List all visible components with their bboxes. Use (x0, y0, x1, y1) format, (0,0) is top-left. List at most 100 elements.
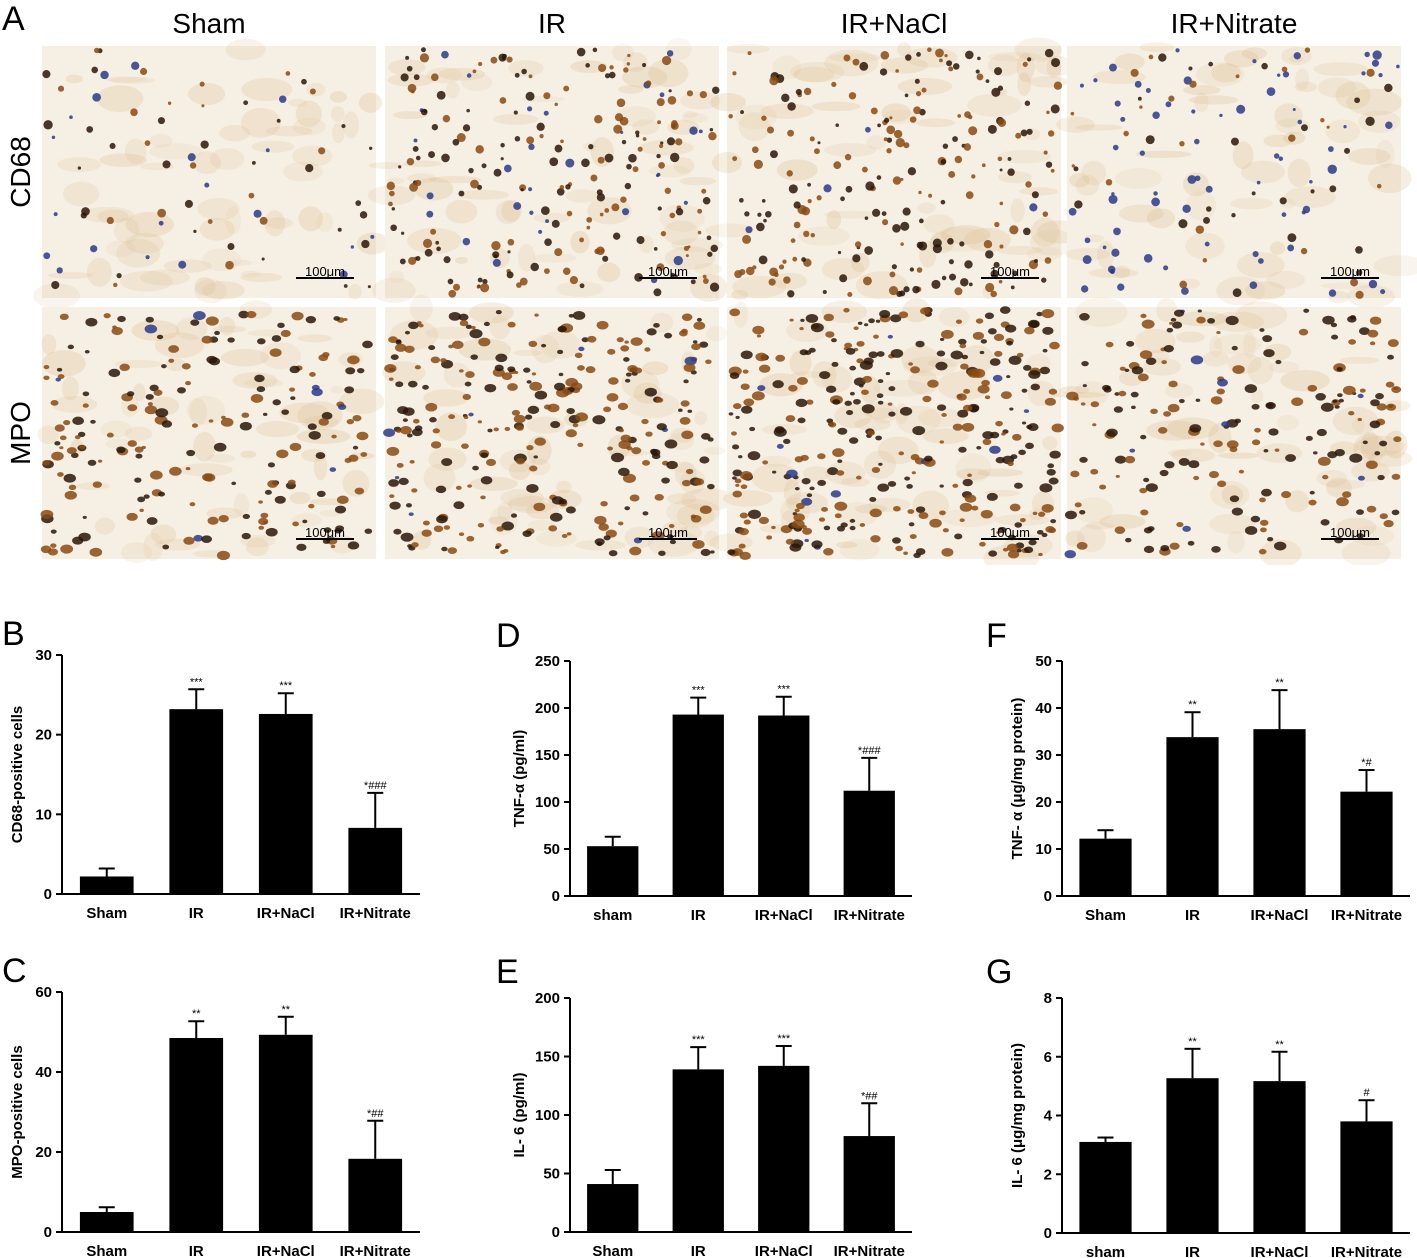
panel-letter-e: E (496, 953, 519, 991)
category-label-3: IR+Nitrate (340, 905, 411, 922)
y-tick-label: 250 (535, 653, 560, 670)
y-tick-label: 40 (1035, 700, 1052, 717)
panel-letter-f: F (986, 617, 1007, 655)
scale-bar-label-1-0: 100μm (305, 525, 345, 540)
y-tick-label: 4 (1044, 1108, 1053, 1125)
significance-label-1: ** (1188, 1036, 1197, 1048)
category-label-1: IR (691, 907, 706, 924)
significance-label-3: *### (858, 745, 882, 757)
y-tick-label: 50 (543, 841, 560, 858)
bar-0 (1079, 838, 1132, 896)
category-label-0: sham (593, 907, 632, 924)
y-tick-label: 30 (35, 647, 52, 664)
category-label-2: IR+NaCl (755, 907, 813, 924)
significance-label-2: *** (279, 680, 293, 692)
significance-label-3: *## (861, 1090, 878, 1102)
chart-g: G 0 2 4 6 8 IL- 6 (μg/mg protein) sham ** IR ** IR+… (986, 953, 1410, 1258)
bar-1 (1166, 737, 1219, 896)
significance-label-1: ** (1188, 699, 1197, 711)
scale-bar-label-0-1: 100μm (648, 264, 688, 279)
panel-letter-g: G (986, 953, 1012, 991)
significance-label-2: *** (777, 1033, 791, 1045)
y-tick-label: 150 (535, 1049, 560, 1066)
micrograph-mpo-3: 100μm (1051, 297, 1413, 565)
category-label-0: sham (1086, 1244, 1125, 1258)
bar-1 (169, 709, 224, 894)
column-title-0: Sham (172, 8, 245, 39)
y-tick-label: 100 (535, 1107, 560, 1124)
column-title-2: IR+NaCl (841, 8, 948, 39)
scale-bar-label-0-0: 100μm (305, 264, 345, 279)
category-label-3: IR+Nitrate (834, 907, 905, 924)
bar-3 (1340, 1121, 1393, 1233)
bar-3 (348, 1158, 403, 1232)
y-axis-label: IL- 6 (μg/mg protein) (1009, 1043, 1026, 1188)
y-tick-label: 0 (552, 888, 560, 905)
y-tick-label: 0 (552, 1224, 560, 1241)
significance-label-2: ** (281, 1004, 290, 1016)
bar-3 (843, 1136, 895, 1232)
category-label-1: IR (189, 905, 204, 922)
chart-c: C 0 20 40 60 MPO-positive cells Sham ** IR ** IR+N… (2, 952, 420, 1258)
chart-f: F 0 10 20 30 40 50 TNF- α (μg/mg protein) Sham **… (986, 617, 1410, 924)
panel-letter-d: D (496, 617, 521, 655)
y-tick-label: 0 (1044, 888, 1052, 905)
bar-3 (843, 790, 895, 896)
category-label-3: IR+Nitrate (1331, 1244, 1402, 1258)
bar-3 (348, 827, 403, 894)
y-tick-label: 20 (35, 727, 52, 744)
category-label-1: IR (1185, 1244, 1200, 1258)
y-tick-label: 8 (1044, 990, 1052, 1007)
category-label-1: IR (1185, 907, 1200, 924)
micrograph-cd68-0: 100μm (33, 38, 390, 309)
significance-label-1: *** (190, 676, 204, 688)
micrograph-cd68-1: 100μm (367, 37, 729, 303)
scale-bar-label-0-2: 100μm (990, 264, 1030, 279)
y-tick-label: 10 (1035, 841, 1052, 858)
bar-1 (672, 714, 724, 896)
chart-b: B 0 10 20 30 CD68-positive cells Sham *** IR *** I… (2, 615, 420, 922)
y-axis-label: IL- 6 (pg/ml) (511, 1073, 528, 1158)
micrograph-mpo-1: 100μm (382, 294, 736, 559)
y-axis-label: TNF-α (pg/ml) (511, 730, 528, 828)
chart-e: E 0 50 100 150 200 IL- 6 (pg/ml) Sham *** IR *** IR… (496, 953, 912, 1258)
category-label-2: IR+NaCl (1251, 907, 1309, 924)
bar-0 (587, 846, 639, 896)
bar-2 (1253, 1081, 1306, 1233)
panel-letter-a: A (2, 0, 25, 38)
chart-d: D 0 50 100 150 200 250 TNF-α (pg/ml) sham *** IR **… (496, 617, 912, 924)
bar-0 (587, 1184, 639, 1232)
column-title-1: IR (538, 8, 566, 39)
micrograph-cd68-3: 100μm (1056, 42, 1417, 309)
y-tick-label: 20 (35, 1144, 52, 1161)
micrograph-mpo-0: 100μm (37, 300, 385, 563)
micrograph-panel: A Sham IR IR+NaCl IR+Nitrate CD68 MPO 100μm 1… (2, 0, 1417, 565)
category-label-0: Sham (592, 1243, 633, 1258)
bar-1 (1166, 1078, 1219, 1233)
category-label-2: IR+NaCl (755, 1243, 813, 1258)
panel-letter-c: C (2, 952, 27, 990)
significance-label-1: *** (692, 685, 706, 697)
y-tick-label: 150 (535, 747, 560, 764)
scale-bar-label-1-1: 100μm (648, 525, 688, 540)
y-tick-label: 0 (1044, 1225, 1052, 1242)
bar-1 (169, 1038, 224, 1232)
category-label-1: IR (691, 1243, 706, 1258)
bar-2 (258, 713, 313, 894)
y-tick-label: 100 (535, 794, 560, 811)
y-tick-label: 60 (35, 984, 52, 1001)
y-tick-label: 10 (35, 806, 52, 823)
y-tick-label: 30 (1035, 747, 1052, 764)
category-label-3: IR+Nitrate (834, 1243, 905, 1258)
bar-0 (79, 1212, 134, 1232)
micrograph-cd68-2: 100μm (705, 37, 1082, 300)
y-tick-label: 6 (1044, 1049, 1052, 1066)
y-axis-label: TNF- α (μg/mg protein) (1009, 698, 1026, 860)
panel-letter-b: B (2, 615, 25, 653)
category-label-0: Sham (1085, 907, 1126, 924)
significance-label-1: *** (692, 1034, 706, 1046)
y-tick-label: 40 (35, 1064, 52, 1081)
y-tick-label: 20 (1035, 794, 1052, 811)
scale-bar-label-0-3: 100μm (1330, 264, 1370, 279)
